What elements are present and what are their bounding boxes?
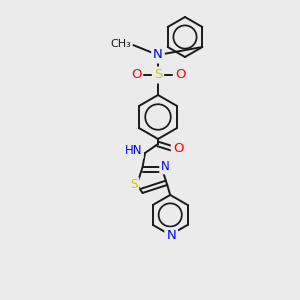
Text: N: N (166, 230, 176, 242)
Text: S: S (154, 68, 162, 82)
Text: O: O (173, 142, 183, 155)
Text: O: O (131, 68, 141, 82)
Text: S: S (130, 178, 137, 191)
Text: N: N (161, 160, 170, 172)
Text: O: O (175, 68, 185, 82)
Text: CH₃: CH₃ (110, 39, 131, 49)
Text: HN: HN (124, 145, 142, 158)
Text: N: N (153, 49, 163, 62)
